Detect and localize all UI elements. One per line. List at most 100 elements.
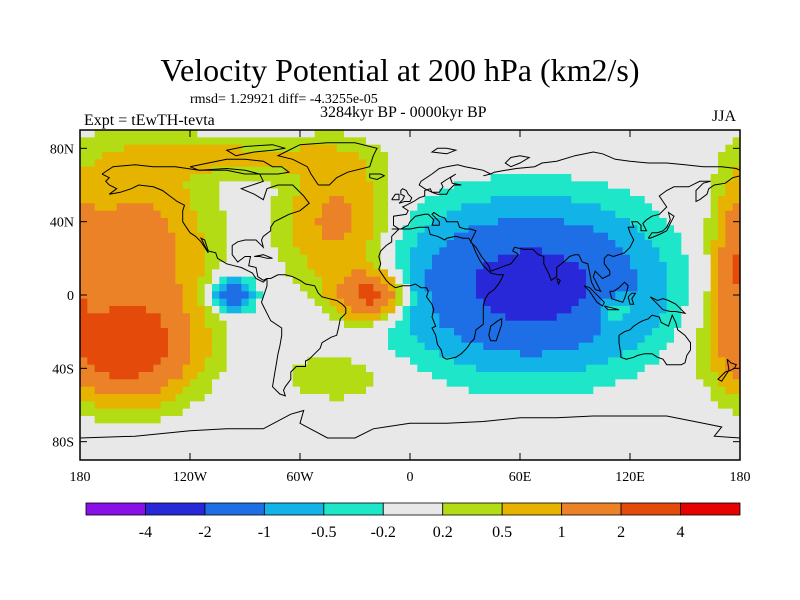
contour-cell: [659, 313, 682, 322]
contour-cell: [402, 269, 411, 278]
contour-cell: [410, 269, 426, 278]
contour-cell: [80, 313, 162, 322]
contour-cell: [542, 247, 624, 256]
contour-cell: [212, 166, 286, 175]
contour-cell: [630, 218, 668, 226]
contour-cell: [564, 254, 631, 263]
contour-cell: [80, 298, 88, 307]
contour-cell: [483, 262, 580, 270]
contour-cell: [80, 386, 96, 395]
contour-cell: [703, 291, 712, 300]
contour-cell: [175, 232, 206, 241]
contour-cell: [696, 350, 712, 358]
contour-cell: [307, 254, 367, 263]
contour-cell: [718, 328, 740, 336]
coastline: [391, 151, 740, 230]
contour-cell: [424, 269, 477, 278]
coastline: [189, 158, 291, 175]
contour-cell: [718, 166, 734, 175]
experiment-label: Expt = tEwTH-tevta: [84, 112, 215, 129]
contour-cell: [197, 130, 316, 138]
contour-cell: [718, 276, 734, 285]
contour-cell: [710, 203, 719, 212]
coastline: [504, 155, 531, 168]
contour-cell: [366, 174, 389, 182]
contour-cell: [578, 342, 638, 351]
contour-cell: [688, 291, 704, 300]
contour-cell: [80, 416, 96, 424]
contour-cell: [292, 225, 323, 234]
axis-ticks: 180 120W 60W 0 60E 120E 180 80N 40N 0 40S 80S: [50, 130, 751, 485]
contour-cell: [197, 225, 228, 234]
colorbar-swatch: [204, 502, 265, 516]
contour-cell: [256, 276, 294, 285]
contour-cell: [212, 276, 220, 285]
contour-cell: [710, 196, 719, 204]
contour-cell: [718, 218, 726, 226]
contour-cell: [204, 357, 228, 366]
contour-cell: [710, 269, 719, 278]
contour-cell: [725, 218, 740, 226]
contour-cell: [175, 394, 206, 402]
contour-cell: [226, 276, 242, 285]
contour-cell: [351, 210, 374, 219]
contour-cell: [710, 342, 719, 351]
contour-cell: [300, 181, 374, 190]
contour-cell: [219, 291, 250, 300]
contour-cell: [490, 196, 572, 204]
contour-cell: [182, 298, 198, 307]
contour-cell: [476, 284, 587, 292]
contour-cell: [270, 240, 294, 248]
contour-cell: [710, 335, 719, 344]
contour-cell: [732, 174, 740, 182]
contour-cell: [725, 225, 740, 234]
contour-cell: [622, 350, 660, 358]
contour-cell: [388, 298, 396, 307]
contour-cell: [476, 269, 587, 278]
contour-cell: [241, 276, 257, 285]
contour-cell: [226, 254, 279, 263]
contour-cell: [380, 254, 396, 263]
contour-cell: [388, 335, 418, 344]
contour-cell: [322, 284, 338, 292]
contour-cell: [168, 379, 191, 388]
colorbar-label: -4: [139, 524, 152, 541]
contour-cell: [80, 166, 213, 175]
contour-cell: [94, 159, 367, 168]
y-tick-label: 40N: [50, 216, 74, 231]
contour-cell: [373, 262, 382, 270]
contour-cell: [373, 372, 433, 380]
contour-cell: [688, 262, 712, 270]
contour-cell: [674, 328, 697, 336]
contour-cell: [652, 240, 682, 248]
contour-cell: [219, 203, 272, 212]
contour-cell: [718, 320, 740, 329]
contour-cell: [292, 240, 367, 248]
y-tick-label: 80N: [50, 142, 74, 157]
contour-cell: [380, 262, 396, 270]
contour-cell: [388, 188, 440, 197]
contour-cell: [732, 408, 740, 417]
contour-cell: [402, 232, 418, 241]
contour-cell: [710, 298, 719, 307]
contour-cell: [395, 320, 411, 329]
contour-cell: [182, 181, 220, 190]
contour-cell: [373, 188, 389, 197]
contour-cell: [190, 328, 213, 336]
colorbar-label: 0.2: [433, 524, 453, 541]
contour-cell: [432, 291, 477, 300]
coastline: [369, 173, 386, 181]
contour-cell: [395, 284, 404, 292]
contour-cell: [373, 284, 389, 292]
contour-cell: [197, 372, 220, 380]
contour-cell: [190, 357, 206, 366]
contour-cell: [681, 320, 704, 329]
contour-cell: [725, 232, 740, 241]
contour-cell: [344, 394, 712, 402]
contour-cell: [226, 284, 242, 292]
contour-cell: [307, 262, 374, 270]
contour-cell: [564, 218, 631, 226]
contour-cell: [410, 254, 433, 263]
contour-cell: [204, 247, 228, 256]
colorbar-label: -0.2: [371, 524, 396, 541]
